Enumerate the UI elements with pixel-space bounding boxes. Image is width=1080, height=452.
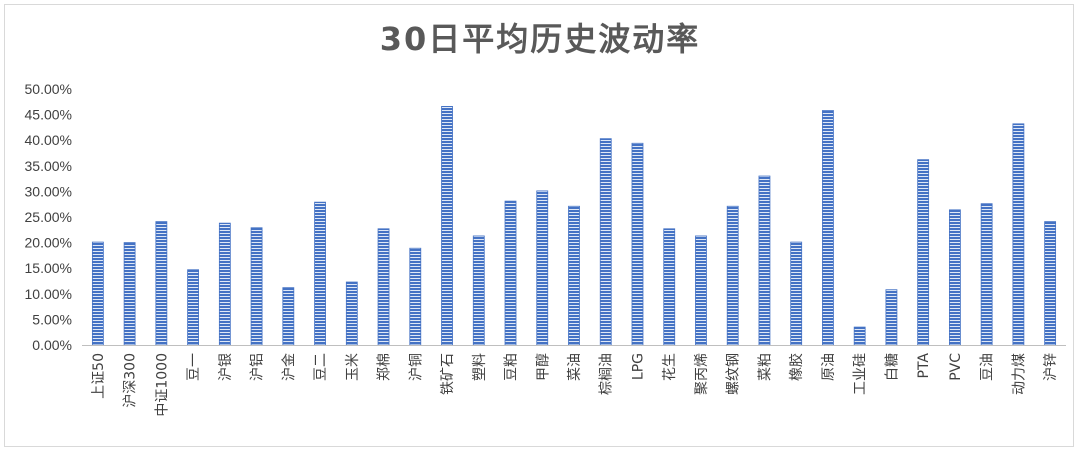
y-tick-label: 20.00% bbox=[25, 235, 72, 251]
bar bbox=[917, 159, 930, 346]
x-tick-label: 豆二 bbox=[313, 353, 329, 381]
x-tick-label: 花生 bbox=[662, 353, 678, 381]
bar bbox=[949, 209, 961, 346]
bar bbox=[1044, 221, 1057, 346]
x-tick-label: 白糖 bbox=[884, 353, 900, 381]
bar bbox=[822, 110, 834, 346]
x-tick-label: 塑料 bbox=[472, 353, 488, 381]
x-tick-label: 玉米 bbox=[345, 353, 361, 381]
x-tick-label: 沪深300 bbox=[123, 353, 139, 408]
x-tick-label: 上证50 bbox=[91, 353, 107, 399]
x-tick-label: 沪金 bbox=[281, 353, 297, 381]
bar bbox=[599, 138, 612, 346]
x-tick-label: 豆粕 bbox=[504, 353, 520, 381]
bar bbox=[758, 175, 771, 346]
bar bbox=[726, 205, 739, 346]
x-tick-label: 沪铜 bbox=[408, 353, 424, 381]
y-tick-label: 0.00% bbox=[32, 337, 72, 353]
y-tick-label: 30.00% bbox=[25, 183, 72, 199]
x-tick-label: 螺纹钢 bbox=[726, 353, 742, 395]
bar bbox=[91, 241, 104, 346]
bar bbox=[377, 228, 390, 346]
chart-title: 30日平均历史波动率 bbox=[379, 20, 701, 58]
y-tick-label: 35.00% bbox=[25, 158, 72, 174]
bar bbox=[345, 281, 358, 346]
x-tick-label: 郑棉 bbox=[376, 353, 393, 381]
x-tick-label: 原油 bbox=[821, 353, 837, 381]
y-tick-label: 45.00% bbox=[25, 107, 72, 123]
x-tick-label: 动力煤 bbox=[1011, 353, 1027, 395]
bar bbox=[536, 190, 549, 346]
x-tick-label: 沪银 bbox=[218, 353, 234, 381]
x-tick-label: 铁矿石 bbox=[440, 353, 456, 395]
bar bbox=[314, 201, 326, 346]
bar bbox=[409, 247, 422, 346]
bar bbox=[885, 289, 898, 346]
x-tick-label: PVC bbox=[948, 353, 964, 381]
bar bbox=[123, 242, 136, 346]
bar bbox=[663, 228, 676, 346]
y-tick-label: 40.00% bbox=[25, 132, 72, 148]
x-tick-label: 棕榈油 bbox=[599, 353, 615, 395]
x-tick-label: 菜油 bbox=[567, 353, 583, 381]
x-tick-label: 豆一 bbox=[186, 353, 202, 381]
y-tick-label: 10.00% bbox=[25, 286, 72, 302]
x-tick-label: 沪铝 bbox=[250, 353, 266, 381]
x-tick-label: PTA bbox=[916, 353, 932, 379]
x-tick-label: LPG bbox=[630, 353, 646, 380]
x-tick-label: 菜粕 bbox=[757, 353, 773, 381]
bar bbox=[218, 222, 231, 346]
x-tick-label: 中证1000 bbox=[154, 353, 170, 417]
bar bbox=[472, 235, 485, 346]
y-tick-label: 5.00% bbox=[32, 311, 72, 327]
bar bbox=[187, 269, 199, 346]
bar bbox=[631, 142, 644, 346]
x-tick-label: 甲醇 bbox=[534, 353, 551, 381]
bar bbox=[1012, 123, 1025, 346]
x-tick-label: 聚丙烯 bbox=[694, 353, 710, 395]
bar bbox=[282, 287, 295, 346]
bar bbox=[155, 221, 168, 346]
bar bbox=[568, 205, 580, 346]
bar bbox=[250, 227, 263, 346]
bar bbox=[504, 200, 517, 346]
y-tick-label: 50.00% bbox=[25, 81, 72, 97]
bar bbox=[695, 235, 707, 346]
bar bbox=[980, 203, 993, 346]
bar bbox=[790, 241, 803, 346]
bar bbox=[853, 326, 866, 346]
x-tick-label: 工业硅 bbox=[853, 353, 869, 395]
x-tick-label: 豆油 bbox=[980, 353, 996, 381]
bar bbox=[441, 106, 453, 346]
y-tick-label: 25.00% bbox=[25, 209, 72, 225]
x-tick-label: 沪锌 bbox=[1043, 353, 1059, 381]
x-tick-label: 橡胶 bbox=[788, 353, 805, 381]
y-tick-label: 15.00% bbox=[25, 260, 72, 276]
